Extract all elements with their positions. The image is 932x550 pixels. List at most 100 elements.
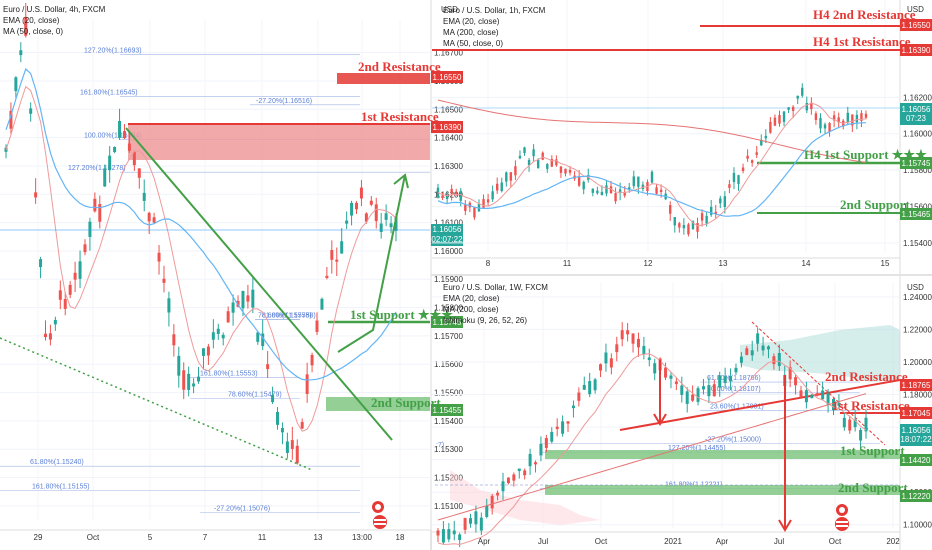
candle: [256, 332, 260, 342]
candle: [614, 193, 617, 202]
candle: [831, 398, 835, 411]
candle: [48, 333, 52, 340]
indicator-label: EMA (20, close): [443, 294, 500, 303]
candle: [669, 375, 673, 379]
chart-title: Euro / U.S. Dollar, 1h, FXCM: [443, 6, 546, 15]
flag-icon[interactable]: [835, 517, 849, 531]
candle: [846, 112, 849, 123]
candle: [490, 495, 494, 509]
y-tick-label: 1.16000: [903, 130, 932, 139]
s1-tag-text: 1.14420: [902, 456, 931, 465]
candle: [599, 364, 603, 371]
x-tick-label: 15: [881, 259, 890, 268]
candle: [678, 223, 681, 228]
candle: [647, 357, 651, 361]
x-tick-label: 5: [148, 533, 153, 542]
candle: [458, 534, 462, 540]
candle: [315, 320, 319, 332]
candle: [842, 417, 846, 428]
candle: [162, 278, 166, 283]
candle: [98, 204, 102, 222]
candle: [772, 356, 776, 365]
target-arrow-head: [653, 413, 667, 426]
y-tick-label: 1.16000: [434, 247, 463, 256]
event-icon[interactable]: [836, 504, 848, 516]
candle: [701, 386, 705, 390]
x-tick-label: Oct: [829, 537, 842, 546]
candle: [500, 182, 503, 192]
candle: [310, 354, 314, 366]
x-tick-label: 11: [258, 533, 267, 542]
s1-tag: [431, 316, 463, 328]
r2-line: [619, 379, 901, 431]
flag-icon[interactable]: [373, 515, 387, 529]
candle: [532, 149, 535, 157]
price-tag-text: 1.16056: [902, 426, 931, 435]
event-icon[interactable]: [372, 501, 384, 513]
x-tick-label: Oct: [87, 533, 100, 542]
chart-title: Euro / U.S. Dollar, 4h, FXCM: [3, 5, 106, 14]
candle: [369, 200, 373, 205]
candle: [729, 375, 733, 382]
candle: [718, 375, 722, 388]
candle: [118, 120, 122, 138]
panel-1w[interactable]: 61.80%(1.18766) 50.00%(1.18107) 23.60%(1.1…: [432, 276, 932, 550]
candle: [345, 220, 349, 224]
fib-label: -27.20%(1.15000): [705, 436, 761, 443]
candle: [628, 187, 631, 190]
candle: [571, 405, 575, 409]
countdown-text: 02:07:22: [431, 235, 463, 244]
candle: [787, 107, 790, 110]
s2-zone: [545, 485, 900, 495]
candle: [14, 77, 18, 92]
r1-tag: [431, 121, 463, 133]
r2-tag-text: 1.18765: [902, 381, 931, 390]
candle: [632, 176, 635, 187]
ma200-line: [437, 99, 867, 163]
indicator-label: MA (50, close, 0): [443, 39, 503, 48]
candle: [741, 167, 745, 172]
candle: [609, 358, 613, 368]
downtrend-line: [125, 127, 393, 441]
candle: [650, 171, 654, 183]
panel-1h[interactable]: Euro / U.S. Dollar, 1h, FXCM EMA (20, cl…: [432, 0, 932, 275]
candle: [860, 113, 863, 121]
y-tick-label: 1.15100: [434, 502, 463, 511]
candle: [582, 181, 585, 190]
x-tick-label: 18: [396, 533, 405, 542]
projection-arrow: [337, 174, 406, 353]
indicator-label: MA (200, close): [443, 28, 499, 37]
panel-4h[interactable]: 127.20%(1.16693) 161.80%(1.16545) -27.20%(…: [0, 0, 463, 542]
candle: [680, 385, 684, 395]
target-arrow-head: [778, 519, 792, 532]
y-tick-label: 1.16300: [434, 162, 463, 171]
candle: [615, 344, 619, 353]
candle: [618, 189, 622, 194]
candle: [113, 146, 117, 153]
candle: [528, 453, 532, 467]
candle: [541, 152, 544, 160]
countdown-text: 18:07:22: [900, 435, 932, 444]
candle: [350, 202, 354, 216]
candle: [544, 438, 548, 448]
candle: [103, 168, 107, 187]
candle: [605, 185, 608, 194]
y-tick-label: 1.20000: [903, 358, 932, 367]
candle: [623, 192, 626, 196]
s2-tag-text: 1.12220: [902, 492, 931, 501]
indicator-label: Ichimoku (9, 26, 52, 26): [443, 316, 527, 325]
candle: [778, 115, 781, 124]
candle: [436, 187, 440, 198]
candle: [823, 124, 827, 129]
candle: [801, 87, 804, 96]
candle: [712, 384, 716, 397]
candle: [271, 395, 275, 403]
r1-label: 1st Resistance: [832, 398, 910, 413]
candle: [384, 213, 388, 220]
y-tick-label: 1.15700: [434, 332, 463, 341]
candle: [34, 192, 38, 198]
y-tick-label: 1.15800: [903, 166, 932, 175]
support-trendline: [0, 337, 313, 471]
candle: [340, 241, 344, 254]
